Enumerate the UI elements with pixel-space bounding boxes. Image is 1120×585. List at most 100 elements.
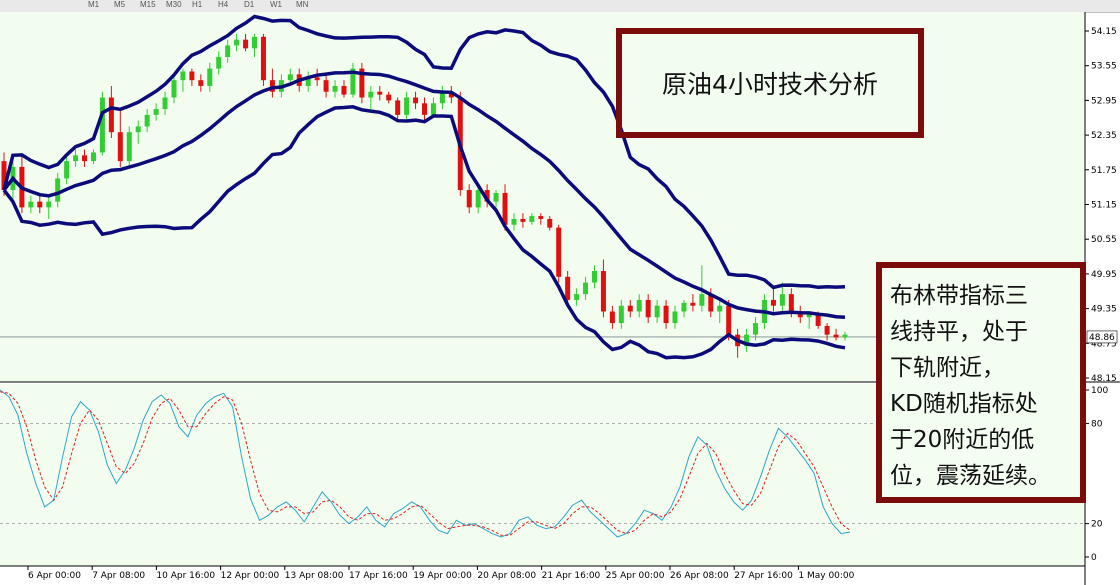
candle-body: [314, 77, 320, 81]
candle-body: [341, 85, 347, 95]
x-tick-label: 19 Apr 00:00: [413, 571, 472, 581]
stoch-main-line: [0, 389, 851, 538]
candle-body: [681, 302, 687, 312]
timeframe-h1[interactable]: H1: [192, 0, 203, 9]
price-tick-label: 54.15: [1091, 27, 1117, 37]
candle-body: [806, 314, 812, 318]
x-tick-label: 7 Apr 08:00: [92, 571, 145, 581]
stoch-signal-line: [0, 391, 851, 536]
price-tick-label: 53.55: [1091, 62, 1117, 72]
analysis-annotation: 布林带指标三 线持平，处于 下轨附近， KD随机指标处 于20附近的低 位，震荡…: [890, 283, 1051, 489]
candle-body: [753, 323, 759, 335]
candle-body: [779, 294, 785, 306]
candle-body: [824, 325, 830, 335]
candle-body: [332, 85, 338, 92]
stoch-tick-label: 100: [1091, 386, 1108, 396]
title-annotation-box: 原油4小时技术分析: [616, 28, 924, 138]
candle-body: [144, 114, 150, 127]
timeframe-w1[interactable]: W1: [270, 0, 282, 9]
candle-body: [726, 305, 732, 335]
timeframe-m15[interactable]: M15: [140, 0, 156, 9]
timeframe-m5[interactable]: M5: [114, 0, 126, 9]
candle-body: [574, 294, 580, 300]
candle-body: [591, 271, 597, 283]
candle-body: [198, 80, 204, 86]
candle-body: [699, 294, 705, 306]
x-tick-label: 10 Apr 16:00: [156, 571, 215, 581]
candle-body: [99, 97, 105, 153]
candle-body: [413, 97, 419, 104]
title-annotation: 原油4小时技术分析: [662, 70, 878, 99]
candle-body: [708, 294, 714, 312]
candle-body: [1, 161, 7, 191]
candle-body: [511, 218, 517, 225]
candle-body: [189, 71, 195, 81]
candle-body: [46, 201, 52, 208]
candle-body: [260, 36, 266, 81]
timeframe-d1[interactable]: D1: [244, 0, 255, 9]
analysis-annotation-box: 布林带指标三 线持平，处于 下轨附近， KD随机指标处 于20附近的低 位，震荡…: [876, 262, 1086, 503]
price-tick-label: 50.55: [1091, 235, 1117, 245]
price-tick-label: 48.15: [1091, 374, 1117, 384]
x-tick-label: 6 Apr 00:00: [28, 571, 81, 581]
candle-body: [126, 132, 132, 162]
candle-body: [234, 39, 240, 46]
x-tick-label: 25 Apr 00:00: [606, 571, 665, 581]
candle-body: [386, 94, 392, 101]
timeframe-h4[interactable]: H4: [218, 0, 229, 9]
candle-body: [162, 97, 168, 110]
x-tick-label: 20 Apr 08:00: [477, 571, 536, 581]
candle-body: [404, 97, 410, 115]
timeframe-m30[interactable]: M30: [166, 0, 182, 9]
candle-body: [815, 314, 821, 326]
candle-body: [368, 91, 374, 98]
candle-body: [90, 152, 96, 162]
candle-body: [422, 103, 427, 115]
price-tick-label: 49.35: [1091, 305, 1117, 315]
candle-body: [216, 57, 222, 69]
candle-body: [600, 271, 606, 312]
candle-body: [529, 216, 535, 222]
x-tick-label: 26 Apr 08:00: [670, 571, 729, 581]
candle-body: [484, 190, 490, 202]
bollinger-middle-band: [2, 70, 846, 320]
candle-body: [252, 36, 258, 49]
price-tick-label: 48.75: [1091, 339, 1117, 349]
candle-body: [37, 201, 43, 208]
x-tick-label: 13 Apr 08:00: [285, 571, 344, 581]
candle-body: [207, 68, 213, 86]
candle-body: [439, 91, 445, 104]
candle-body: [547, 218, 553, 228]
candle-body: [243, 39, 249, 49]
timeframe-m1[interactable]: M1: [88, 0, 100, 9]
candle-body: [359, 68, 365, 98]
candle-body: [744, 334, 750, 347]
candle-body: [180, 71, 186, 81]
bollinger-upper-band: [2, 14, 846, 290]
candle-body: [609, 311, 615, 324]
candle-body: [645, 299, 651, 318]
candle-body: [654, 305, 660, 318]
candle-body: [538, 216, 544, 219]
price-tick-label: 52.35: [1091, 131, 1117, 141]
candle-body: [117, 132, 123, 162]
candle-body: [225, 45, 231, 58]
candle-body: [502, 192, 508, 225]
candle-body: [663, 305, 669, 324]
candle-body: [466, 190, 472, 208]
candle-body: [287, 74, 293, 81]
candle-body: [108, 97, 114, 133]
candle-body: [565, 276, 571, 300]
price-tick-label: 49.95: [1091, 270, 1117, 280]
x-tick-label: 12 Apr 00:00: [221, 571, 280, 581]
candle-body: [55, 178, 61, 202]
candle-body: [842, 334, 848, 338]
candle-body: [690, 302, 696, 306]
candle-body: [430, 103, 436, 115]
timeframe-mn[interactable]: MN: [296, 0, 309, 9]
candle-body: [520, 218, 526, 222]
bollinger-lower-band: [2, 105, 846, 360]
x-tick-label: 17 Apr 16:00: [349, 571, 408, 581]
candle-body: [323, 80, 329, 92]
candle-body: [475, 190, 481, 208]
